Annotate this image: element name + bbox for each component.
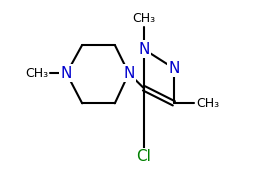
Text: Cl: Cl	[136, 149, 151, 164]
Text: N: N	[138, 42, 150, 57]
Text: CH₃: CH₃	[25, 67, 48, 80]
Text: N: N	[61, 66, 72, 81]
Text: N: N	[123, 66, 134, 81]
Text: N: N	[168, 61, 180, 76]
Text: CH₃: CH₃	[196, 97, 219, 110]
Text: CH₃: CH₃	[132, 12, 155, 25]
